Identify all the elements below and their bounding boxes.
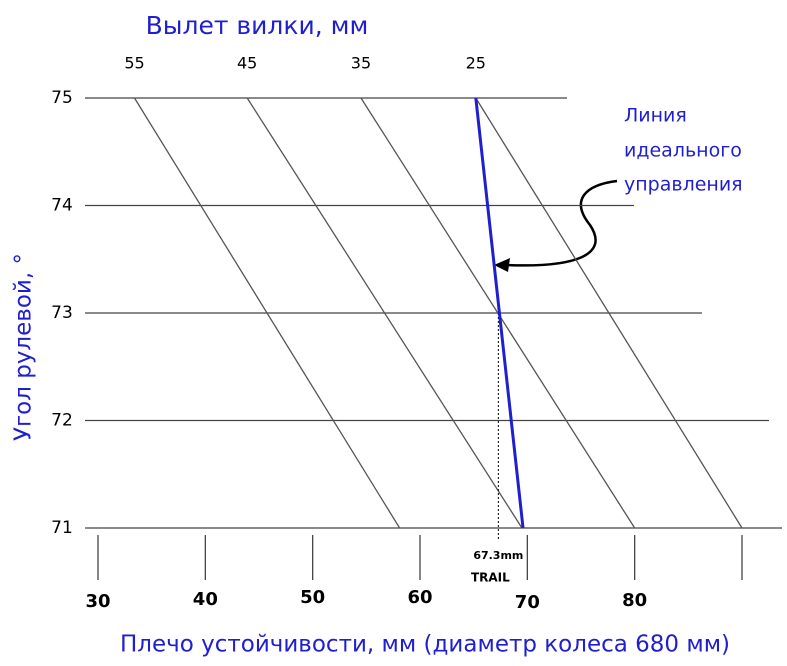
offset-line	[133, 97, 401, 529]
x-axis-label: Плечо устойчивости, мм (диаметр колеса 6…	[120, 632, 730, 658]
annotation-arrow	[504, 179, 618, 267]
offset-line	[246, 97, 523, 529]
y-tick-label: 75	[51, 88, 73, 108]
x-tick-label: 70	[515, 592, 540, 613]
offset-label: 25	[466, 54, 486, 73]
annotation: Линия	[624, 105, 687, 127]
ideal-line	[474, 97, 525, 529]
offset-label: 55	[124, 54, 144, 73]
marker-sublabel: TRAIL	[471, 571, 510, 585]
y-tick-label: 74	[51, 196, 73, 216]
x-tick-label: 30	[85, 591, 110, 612]
y-axis-label: Угол рулевой, °	[11, 253, 37, 441]
offset-label: 35	[351, 54, 371, 73]
x-tick-label: 40	[193, 589, 218, 610]
y-tick-label: 73	[51, 303, 73, 323]
x-tick-label: 50	[300, 587, 325, 608]
annotation: управления	[624, 174, 743, 196]
x-tick-label: 80	[622, 590, 647, 611]
y-tick-label: 72	[51, 411, 73, 431]
offset-line	[360, 97, 636, 529]
arrow-head	[494, 258, 510, 272]
chart-title: Вылет вилки, мм	[146, 11, 369, 40]
marker-label: 67.3mm	[473, 549, 523, 562]
offset-line	[475, 97, 743, 529]
x-tick-label: 60	[407, 587, 432, 608]
offset-label: 45	[237, 54, 257, 73]
annotation: идеального	[624, 140, 742, 162]
y-tick-label: 71	[51, 518, 73, 538]
